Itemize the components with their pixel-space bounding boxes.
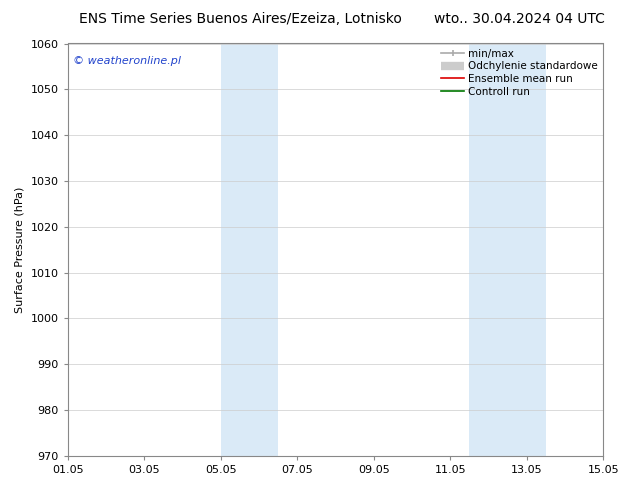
Bar (221, 44, 278, 456)
Text: © weatheronline.pl: © weatheronline.pl (73, 56, 181, 66)
Text: ENS Time Series Buenos Aires/Ezeiza, Lotnisko: ENS Time Series Buenos Aires/Ezeiza, Lot… (79, 12, 403, 26)
Text: wto.. 30.04.2024 04 UTC: wto.. 30.04.2024 04 UTC (434, 12, 605, 26)
Legend: min/max, Odchylenie standardowe, Ensemble mean run, Controll run: min/max, Odchylenie standardowe, Ensembl… (439, 47, 600, 98)
Y-axis label: Surface Pressure (hPa): Surface Pressure (hPa) (15, 187, 25, 313)
Bar (469, 44, 546, 456)
